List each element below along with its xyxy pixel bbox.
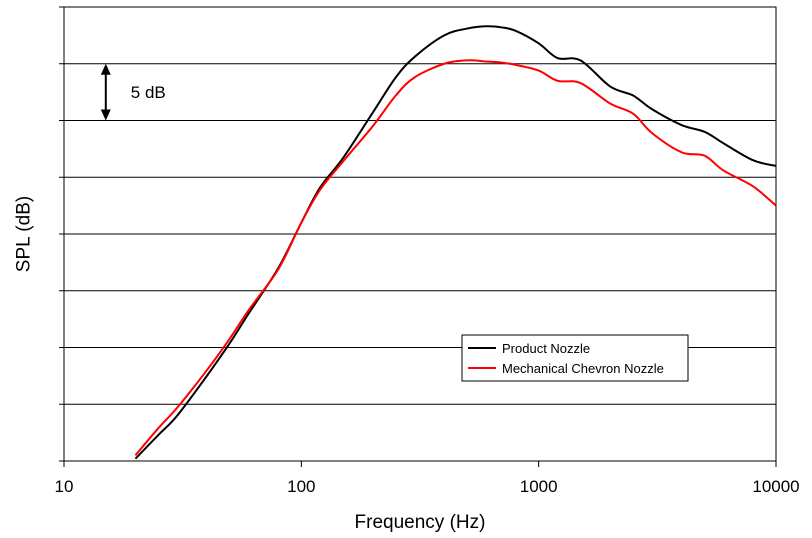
x-tick-label: 100: [287, 477, 315, 496]
annotation-arrowhead-up: [100, 63, 111, 75]
y-axis-label: SPL (dB): [14, 196, 35, 272]
legend-entry-1: Mechanical Chevron Nozzle: [502, 361, 664, 376]
x-axis-ticks: 10 100 1000 10000: [55, 461, 800, 496]
series-line-1: [134, 59, 777, 456]
legend-entry-0: Product Nozzle: [502, 341, 590, 356]
series-lines: [134, 25, 777, 460]
annotation-label: 5 dB: [131, 83, 166, 102]
x-tick-label: 1000: [520, 477, 558, 496]
series-line-0: [134, 25, 777, 460]
x-axis-label: Frequency (Hz): [355, 512, 486, 533]
y-axis-ticks: [59, 6, 64, 462]
x-tick-label: 10: [55, 477, 74, 496]
x-tick-label: 10000: [752, 477, 799, 496]
legend: Product Nozzle Mechanical Chevron Nozzle: [461, 334, 689, 382]
legend-box: [461, 334, 689, 382]
gridlines: [64, 6, 776, 405]
dB-scale-annotation: 5 dB: [100, 63, 166, 121]
annotation-arrowhead-down: [100, 109, 111, 121]
